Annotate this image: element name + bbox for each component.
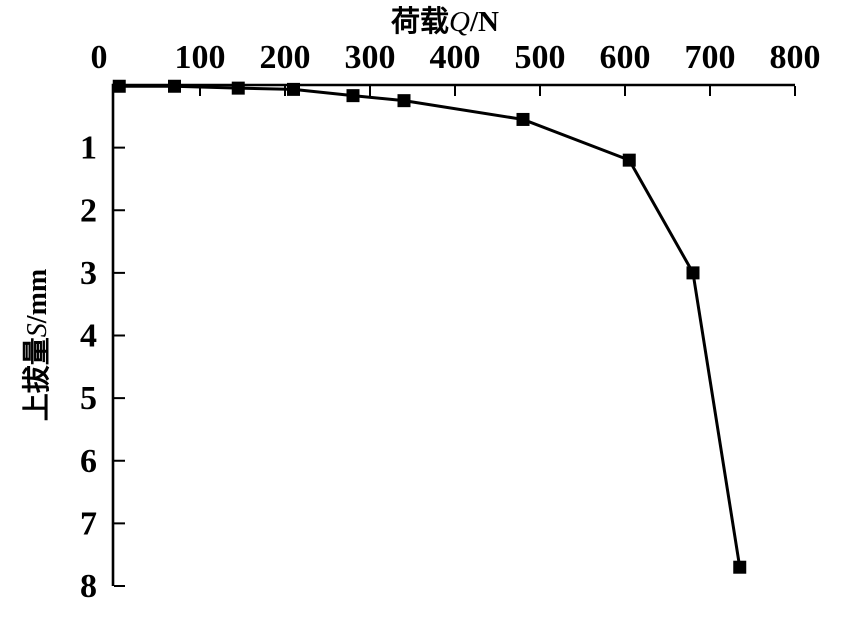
data-point-marker xyxy=(287,82,300,96)
data-point-marker xyxy=(112,79,126,93)
y-axis-unit: /mm xyxy=(22,268,53,324)
x-tick-label: 600 xyxy=(600,39,651,76)
x-tick-label: 100 xyxy=(175,39,226,76)
x-tick-label: 700 xyxy=(685,39,736,76)
axes-lines xyxy=(111,83,795,586)
x-tick-label: 0 xyxy=(91,39,108,76)
y-tick-label: 3 xyxy=(80,255,97,292)
x-tick-label: 200 xyxy=(260,39,311,76)
y-tick-label: 8 xyxy=(80,568,97,605)
data-point-marker xyxy=(622,153,636,167)
y-tick-label: 2 xyxy=(80,192,97,229)
x-axis-title: 荷载Q/N xyxy=(391,0,499,40)
x-axis-title-text: 荷载 xyxy=(391,6,450,38)
x-axis-unit: /N xyxy=(469,6,499,38)
y-axis-variable: S xyxy=(22,323,53,338)
x-tick-label: 300 xyxy=(345,39,396,76)
x-tick-label: 800 xyxy=(770,39,821,76)
data-point-marker xyxy=(397,94,411,108)
data-point-marker xyxy=(686,266,700,280)
y-tick-label: 6 xyxy=(80,443,97,480)
y-tick-label: 1 xyxy=(80,130,97,167)
y-tick-label: 5 xyxy=(80,380,97,417)
y-tick-label: 7 xyxy=(80,505,97,542)
x-tick-label: 400 xyxy=(430,39,481,76)
x-axis-variable: Q xyxy=(449,6,470,38)
y-axis-title-text: 上拔量 xyxy=(22,337,53,422)
y-tick-label: 4 xyxy=(80,318,97,355)
series-line xyxy=(117,84,742,569)
data-point-marker xyxy=(516,112,530,126)
data-point-marker xyxy=(346,89,360,103)
data-point-marker xyxy=(168,79,181,93)
x-tick-label: 500 xyxy=(515,39,566,76)
data-point-marker xyxy=(733,560,747,574)
y-axis-title: 上拔量S/mm xyxy=(15,269,55,421)
data-point-marker xyxy=(231,81,245,95)
